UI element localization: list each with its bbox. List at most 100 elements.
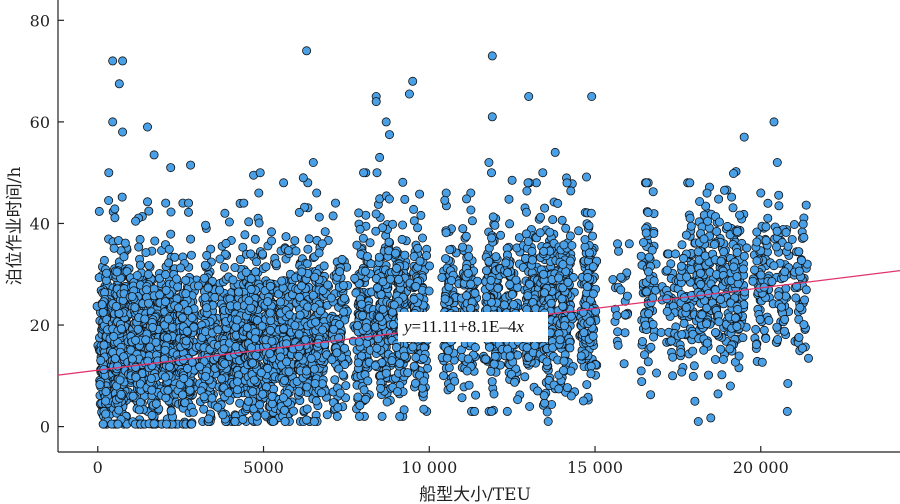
data-point xyxy=(187,419,197,429)
data-point xyxy=(217,374,227,384)
data-point xyxy=(181,275,191,285)
data-point xyxy=(403,368,413,378)
data-point xyxy=(486,275,496,285)
data-point xyxy=(314,248,324,258)
data-point xyxy=(220,208,230,218)
data-point xyxy=(644,252,654,262)
data-point xyxy=(254,218,264,228)
data-point xyxy=(639,237,649,247)
data-point xyxy=(279,375,289,385)
data-point xyxy=(371,226,381,236)
data-point xyxy=(267,336,277,346)
data-point xyxy=(335,267,345,277)
data-point xyxy=(489,389,499,399)
data-point xyxy=(248,358,258,368)
data-point xyxy=(542,407,552,417)
data-points xyxy=(92,46,814,429)
data-point xyxy=(290,236,300,246)
data-point xyxy=(360,266,370,276)
data-point xyxy=(505,351,515,361)
data-point xyxy=(148,322,158,332)
data-point xyxy=(648,187,658,197)
data-point xyxy=(104,195,114,205)
data-point xyxy=(130,302,140,312)
data-point xyxy=(354,411,364,421)
data-point xyxy=(277,276,287,286)
data-point xyxy=(440,195,450,205)
data-point xyxy=(662,306,672,316)
data-point xyxy=(166,406,176,416)
data-point xyxy=(624,239,634,249)
data-point xyxy=(509,299,519,309)
data-point xyxy=(294,207,304,217)
data-point xyxy=(250,234,260,244)
data-point xyxy=(392,263,402,273)
data-point xyxy=(646,342,656,352)
data-point xyxy=(201,371,211,381)
data-point xyxy=(608,274,618,284)
data-point xyxy=(164,258,174,268)
data-point xyxy=(574,226,584,236)
data-point xyxy=(140,314,150,324)
data-point xyxy=(505,279,515,289)
data-point xyxy=(163,385,173,395)
data-point xyxy=(279,324,289,334)
data-point xyxy=(688,346,698,356)
data-point xyxy=(181,336,191,346)
data-point xyxy=(102,268,112,278)
data-point xyxy=(173,303,183,313)
data-point xyxy=(173,282,183,292)
data-point xyxy=(652,368,662,378)
data-point xyxy=(619,359,629,369)
data-point xyxy=(202,250,212,260)
data-point xyxy=(200,260,210,270)
data-point xyxy=(553,198,563,208)
data-point xyxy=(187,313,197,323)
data-point xyxy=(98,307,108,317)
data-point xyxy=(559,356,569,366)
data-point xyxy=(487,377,497,387)
data-point xyxy=(522,186,532,196)
data-point xyxy=(332,411,342,421)
data-point xyxy=(330,198,340,208)
data-point xyxy=(670,249,680,259)
data-point xyxy=(682,272,692,282)
data-point xyxy=(141,248,151,258)
data-point xyxy=(702,188,712,198)
data-point xyxy=(199,273,209,283)
data-point xyxy=(415,189,425,199)
data-point xyxy=(149,419,159,429)
data-point xyxy=(110,213,120,223)
data-point xyxy=(322,410,332,420)
data-point xyxy=(249,375,259,385)
data-point xyxy=(135,234,145,244)
data-point xyxy=(210,292,220,302)
data-point xyxy=(163,314,173,324)
data-point xyxy=(353,321,363,331)
data-point xyxy=(303,244,313,254)
data-point xyxy=(384,237,394,247)
data-point xyxy=(370,361,380,371)
data-point xyxy=(218,410,228,420)
data-point xyxy=(374,312,384,322)
data-point xyxy=(466,279,476,289)
data-point xyxy=(422,363,432,373)
data-point xyxy=(505,219,515,229)
data-point xyxy=(563,277,573,287)
data-point xyxy=(458,242,468,252)
data-point xyxy=(220,359,230,369)
data-point xyxy=(689,361,699,371)
data-point xyxy=(375,383,385,393)
data-point xyxy=(244,296,254,306)
data-point xyxy=(388,219,398,229)
data-point xyxy=(151,399,161,409)
data-point xyxy=(109,331,119,341)
data-point xyxy=(95,380,105,390)
data-point xyxy=(219,262,229,272)
data-point xyxy=(144,206,154,216)
data-point xyxy=(302,382,312,392)
data-point xyxy=(504,194,514,204)
data-point xyxy=(131,362,141,372)
data-point xyxy=(178,390,188,400)
data-point xyxy=(409,361,419,371)
